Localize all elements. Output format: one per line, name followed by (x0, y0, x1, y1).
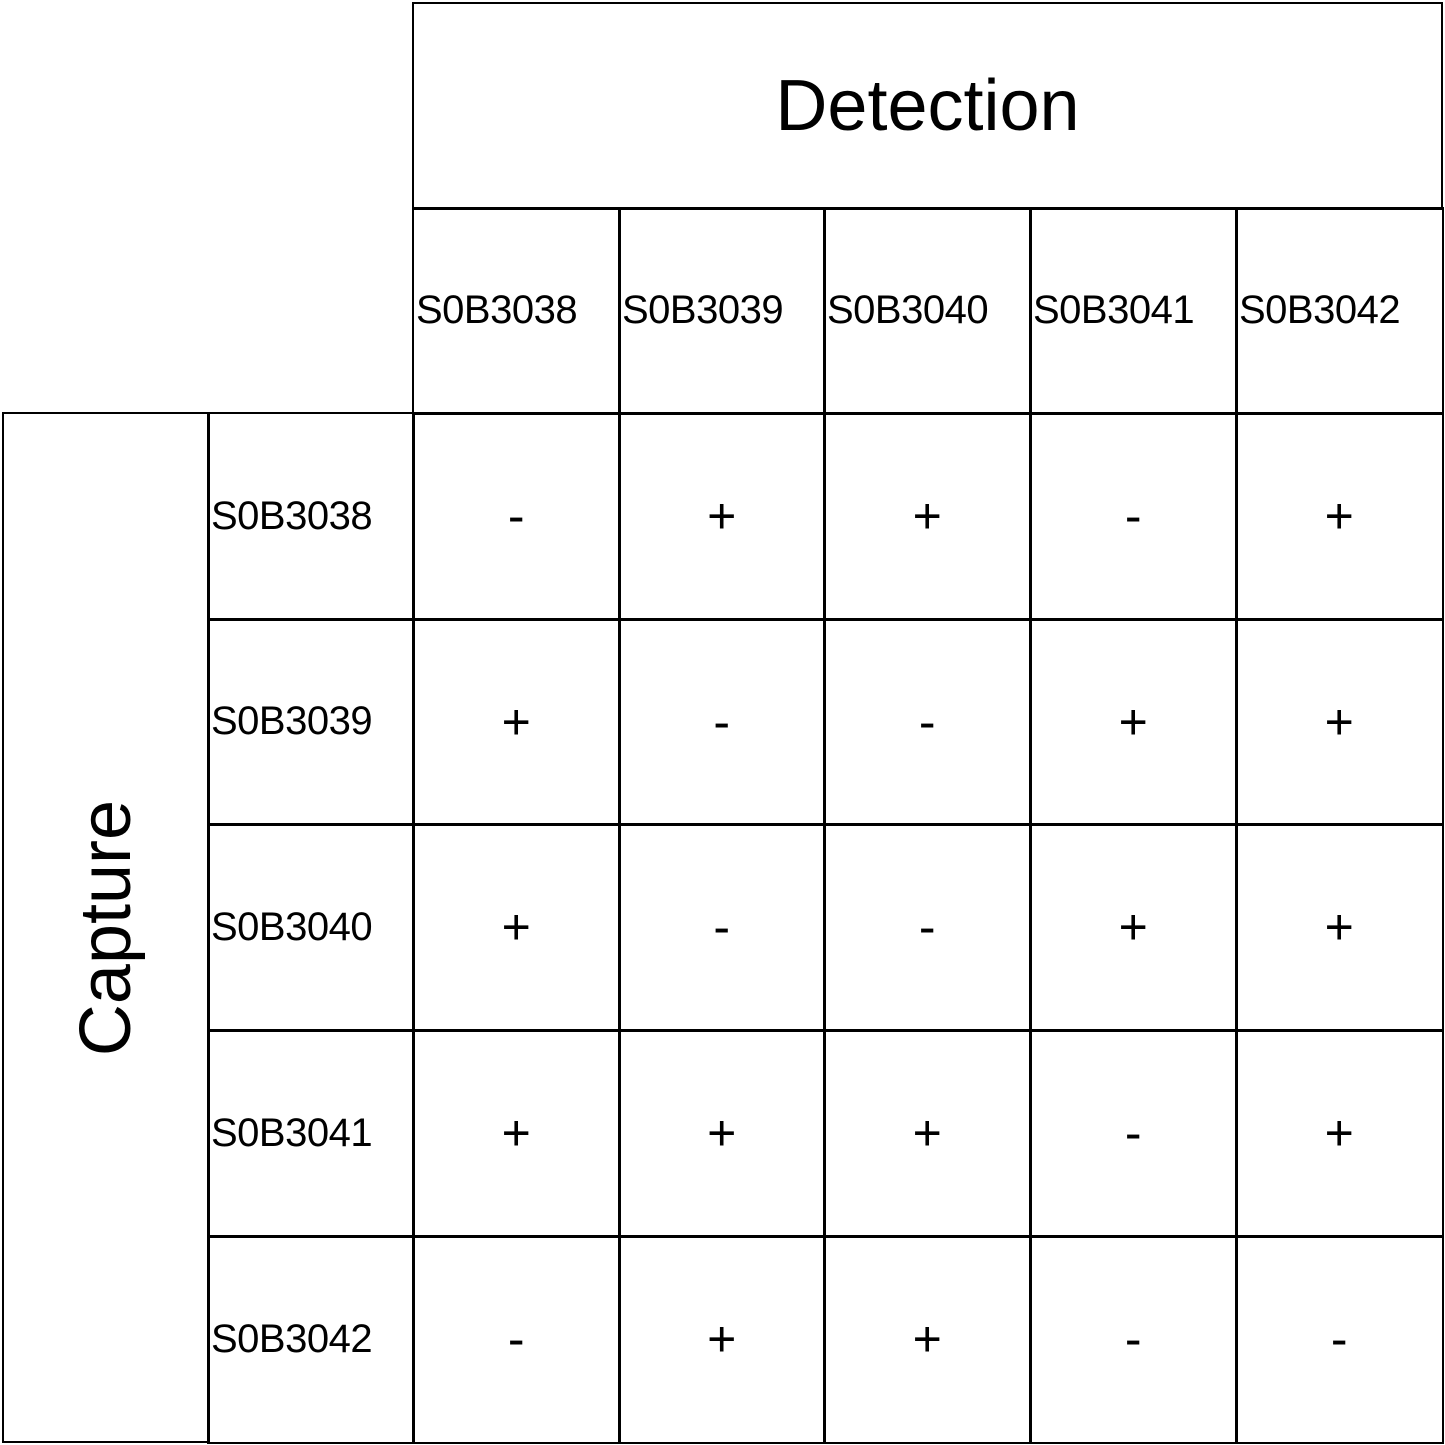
table-cell: - (823, 823, 1032, 1032)
table-cell: + (1029, 823, 1238, 1032)
table-cell: - (412, 1235, 621, 1444)
column-header: S0B3041 (1029, 207, 1238, 415)
table-cell: - (1029, 1235, 1238, 1444)
table-cell: + (823, 1235, 1032, 1444)
table-cell: + (823, 1029, 1032, 1238)
table-cell: - (412, 412, 621, 621)
table-cell: + (412, 823, 621, 1032)
table-cell: + (1235, 823, 1444, 1032)
table-cell: - (618, 618, 826, 826)
detection-header: Detection (412, 2, 1443, 210)
capture-header: Capture (2, 412, 210, 1443)
table-cell: - (1029, 1029, 1238, 1238)
row-header: S0B3038 (207, 412, 415, 621)
row-header: S0B3041 (207, 1029, 415, 1238)
table-cell: + (618, 1235, 826, 1444)
row-header: S0B3042 (207, 1235, 415, 1444)
table-cell: + (412, 1029, 621, 1238)
table-cell: - (1029, 412, 1238, 621)
table-cell: - (1235, 1235, 1444, 1444)
table-cell: + (412, 618, 621, 826)
column-header: S0B3042 (1235, 207, 1444, 415)
table-cell: + (618, 412, 826, 621)
table-cell: + (1235, 412, 1444, 621)
row-header: S0B3040 (207, 823, 415, 1032)
table-cell: + (823, 412, 1032, 621)
column-header: S0B3039 (618, 207, 826, 415)
table-cell: + (1235, 1029, 1444, 1238)
table-cell: - (823, 618, 1032, 826)
table-cell: + (618, 1029, 826, 1238)
row-header: S0B3039 (207, 618, 415, 826)
table-cell: - (618, 823, 826, 1032)
capture-header-text: Capture (66, 799, 146, 1056)
table-cell: + (1235, 618, 1444, 826)
column-header: S0B3038 (412, 207, 621, 415)
column-header: S0B3040 (823, 207, 1032, 415)
table-cell: + (1029, 618, 1238, 826)
